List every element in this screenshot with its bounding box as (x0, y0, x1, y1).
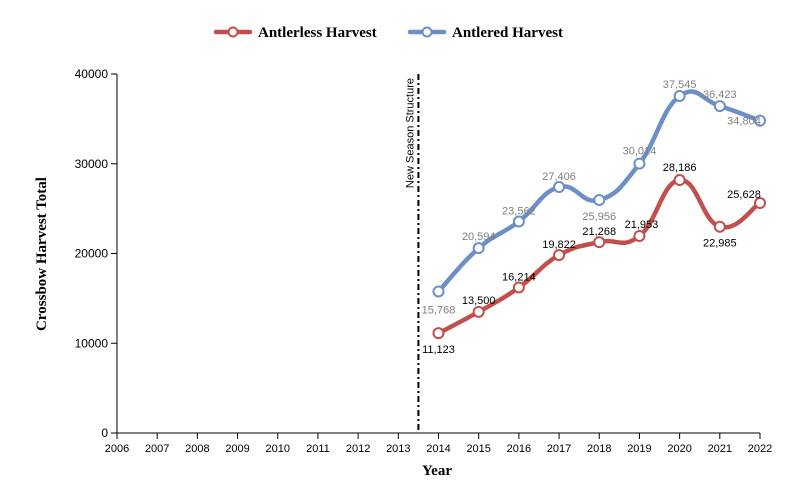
x-tick-label: 2014 (426, 443, 450, 455)
x-tick-label: 2010 (266, 443, 290, 455)
data-label: 37,545 (663, 79, 697, 91)
x-tick-label: 2020 (667, 443, 691, 455)
data-point (754, 196, 766, 209)
data-point (432, 285, 445, 298)
y-axis-title: Crossbow Harvest Total (34, 177, 50, 331)
x-tick-label: 2007 (145, 443, 169, 455)
data-point (553, 181, 566, 194)
data-point (673, 174, 686, 187)
series-layer (432, 89, 766, 340)
data-point (713, 220, 726, 233)
legend-label: Antlered Harvest (452, 25, 563, 41)
axes: 0 10000 20000 30000 40000 2006 2007 2008 2009 201… (75, 67, 773, 455)
data-label: 34,804 (727, 116, 761, 128)
data-label: 21,953 (625, 219, 659, 231)
y-tick-label: 20000 (75, 247, 109, 261)
x-tick-label: 2017 (547, 443, 571, 455)
series-antlerless (432, 174, 766, 340)
x-tick-label: 2021 (708, 443, 732, 455)
data-label: 11,123 (422, 344, 455, 356)
data-label: 27,406 (542, 171, 576, 183)
data-label: 19,822 (542, 239, 576, 251)
x-tick-label: 2016 (507, 443, 531, 455)
data-point (633, 229, 646, 242)
data-point (512, 215, 525, 228)
data-labels: 11,123 13,500 16,214 19,822 21,268 21,953 28,1… (422, 79, 761, 356)
x-tick-label: 2013 (386, 443, 410, 455)
data-point (472, 242, 485, 255)
x-tick-label: 2015 (466, 443, 490, 455)
data-label: 23,562 (502, 206, 536, 218)
data-point (633, 157, 646, 170)
legend: Antlerless Harvest Antlered Harvest (213, 25, 563, 41)
legend-swatch-marker (421, 26, 433, 38)
data-label: 28,186 (663, 162, 697, 174)
y-tick-label: 40000 (75, 67, 109, 81)
series-antlered (432, 89, 766, 298)
data-point (593, 236, 606, 249)
legend-item-antlered: Antlered Harvest (407, 25, 563, 41)
data-label: 16,214 (502, 271, 536, 283)
x-tick-label: 2022 (748, 443, 772, 455)
data-label: 20,594 (462, 231, 496, 243)
x-tick-label: 2012 (346, 443, 370, 455)
data-point (553, 249, 566, 262)
x-tick-label: 2018 (587, 443, 611, 455)
legend-item-antlerless: Antlerless Harvest (213, 25, 377, 41)
data-point (432, 327, 445, 340)
x-tick-label: 2006 (105, 443, 129, 455)
legend-label: Antlerless Harvest (258, 25, 377, 41)
y-tick-label: 30000 (75, 157, 109, 171)
data-point (593, 194, 606, 207)
data-label: 15,768 (422, 304, 456, 316)
data-point (754, 114, 766, 127)
y-tick-label: 10000 (75, 336, 109, 350)
legend-swatch-marker (227, 26, 239, 38)
data-label: 25,956 (582, 211, 616, 223)
data-label: 30,014 (623, 146, 657, 158)
data-label: 13,500 (462, 295, 496, 307)
data-point (713, 100, 726, 113)
x-tick-label: 2008 (185, 443, 209, 455)
data-label: 21,268 (582, 226, 616, 238)
x-tick-label: 2011 (306, 443, 330, 455)
data-label: 36,423 (703, 89, 737, 101)
data-point (673, 90, 686, 103)
season-structure-label: New Season Structure (404, 78, 416, 188)
data-label: 22,985 (703, 238, 737, 250)
series-line (436, 89, 763, 294)
x-tick-label: 2009 (225, 443, 249, 455)
y-tick-label: 0 (101, 426, 108, 440)
data-label: 25,628 (727, 189, 761, 201)
data-point (512, 281, 525, 294)
x-tick-label: 2019 (627, 443, 651, 455)
data-point (472, 305, 485, 318)
x-axis-title: Year (422, 463, 452, 479)
